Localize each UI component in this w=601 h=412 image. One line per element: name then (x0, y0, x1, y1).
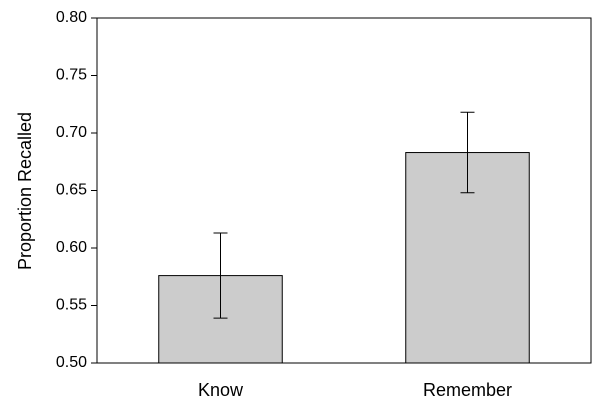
y-tick-label: 0.75 (56, 67, 87, 84)
x-tick-label: Remember (423, 380, 512, 400)
y-tick-label: 0.65 (56, 182, 87, 199)
y-tick-label: 0.50 (56, 354, 87, 371)
x-tick-label: Know (198, 380, 244, 400)
y-tick-label: 0.70 (56, 124, 87, 141)
error-bar (213, 232, 228, 319)
y-axis-label: Proportion Recalled (15, 112, 35, 270)
error-bar (460, 111, 475, 194)
plot-frame (96, 17, 592, 364)
y-tick-label: 0.80 (56, 9, 87, 26)
y-tick-label: 0.60 (56, 239, 87, 256)
y-tick-label: 0.55 (56, 297, 87, 314)
